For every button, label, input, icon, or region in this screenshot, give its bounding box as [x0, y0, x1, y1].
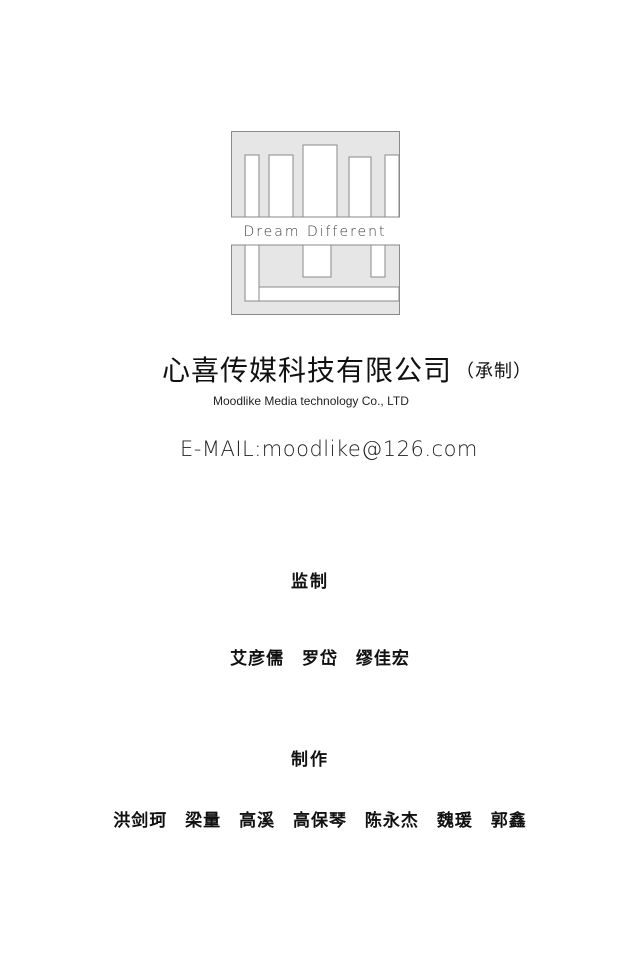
producer-name: 魏瑗 — [436, 811, 473, 831]
company-name-cn-text: 心喜传媒科技有限公司 — [162, 354, 453, 387]
supervisor-name: 艾彦儒 — [230, 649, 285, 669]
company-name-en: Moodlike Media technology Co., LTD — [213, 394, 409, 408]
company-logo: Dream Different — [231, 131, 400, 315]
supervisor-name: 罗岱 — [302, 649, 338, 669]
producer-name: 洪剑珂 — [113, 811, 168, 831]
production-names: 洪剑珂 梁量 高溪 高保琴 陈永杰 魏瑗 郭鑫 — [0, 806, 640, 831]
supervisor-name: 缪佳宏 — [355, 649, 410, 669]
producer-name: 陈永杰 — [364, 811, 419, 831]
logo-tagline: Dream Different — [243, 224, 386, 240]
production-heading: 制作 — [291, 750, 329, 770]
company-email: E-MAIL:moodlike@126.com — [180, 437, 478, 461]
supervision-heading: 监制 — [291, 572, 329, 592]
company-name-cn: 心喜传媒科技有限公司 （承制） — [162, 349, 532, 389]
producer-name: 高保琴 — [293, 811, 347, 831]
producer-name: 郭鑫 — [490, 811, 527, 831]
company-role: （承制） — [456, 361, 533, 382]
producer-name: 高溪 — [239, 811, 276, 831]
logo-mark: Dream Different — [231, 131, 400, 315]
supervision-names: 艾彦儒 罗岱 缪佳宏 — [0, 644, 640, 669]
producer-name: 梁量 — [185, 811, 222, 831]
